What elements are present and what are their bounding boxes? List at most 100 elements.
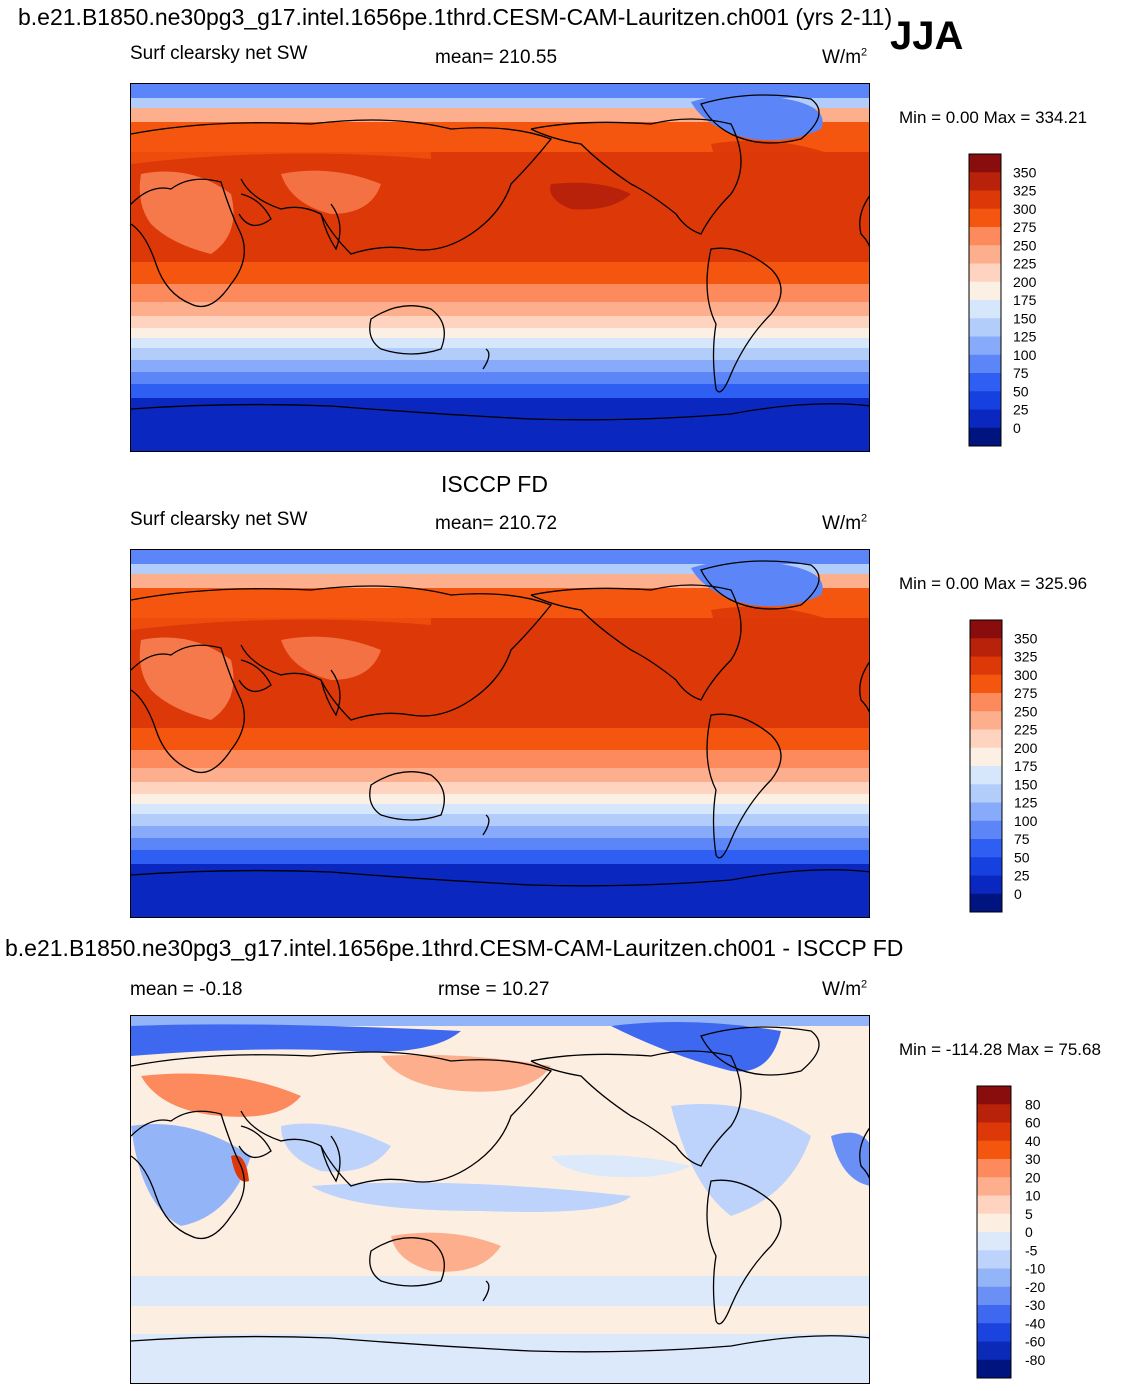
panel2-minmax: Min = 0.00 Max = 325.96: [899, 574, 1088, 593]
colorbar-swatch: [969, 263, 1001, 283]
colorbar-swatch: [969, 281, 1001, 301]
coastline: [530, 118, 742, 235]
coastline: [706, 713, 782, 859]
colorbar-tick-label: 350: [1014, 630, 1038, 646]
field-band: [131, 348, 869, 360]
colorbar-tick-label: 75: [1013, 365, 1029, 381]
colorbar-tick-label: 150: [1013, 310, 1037, 326]
panel1-map: [130, 83, 870, 452]
colorbar-tick-label: 75: [1014, 831, 1030, 847]
colorbar-swatch: [977, 1140, 1011, 1160]
field-band: [131, 782, 869, 794]
colorbar-tick-label: 175: [1014, 758, 1038, 774]
field-band: [131, 316, 869, 328]
colorbar-tick-label: 175: [1013, 292, 1037, 308]
colorbar-swatch: [970, 802, 1002, 822]
colorbar-tick-label: 50: [1013, 383, 1029, 399]
colorbar-swatch: [969, 208, 1001, 228]
colorbar-swatch: [970, 711, 1002, 730]
field-band: [131, 826, 869, 838]
field-band: [131, 302, 869, 316]
coastline: [131, 178, 245, 308]
field-patch: [671, 1104, 811, 1216]
field-band: [131, 804, 869, 814]
field-patch: [131, 132, 431, 164]
colorbar-tick-label: 5: [1025, 1206, 1033, 1222]
coastline: [706, 1179, 782, 1325]
field-band: [131, 850, 869, 864]
colorbar-swatch: [977, 1359, 1011, 1379]
field-band: [131, 398, 869, 451]
field-patch: [281, 636, 381, 680]
colorbar-tick-label: 225: [1013, 256, 1037, 272]
field-band: [131, 98, 869, 108]
colorbar-tick-label: -30: [1025, 1297, 1045, 1313]
coastline: [131, 1051, 553, 1187]
colorbar-tick-label: 60: [1025, 1115, 1041, 1131]
coastline: [859, 661, 869, 713]
colorbar-swatch: [977, 1341, 1011, 1361]
colorbar-swatch: [970, 674, 1002, 694]
colorbar-tick-label: 300: [1013, 201, 1037, 217]
panel1-variable: Surf clearsky net SW: [130, 43, 308, 64]
field-patch: [139, 637, 234, 720]
coastline: [700, 1026, 820, 1076]
colorbar-tick-label: 275: [1013, 219, 1037, 235]
colorbar-tick-label: 300: [1014, 667, 1038, 683]
colorbar-swatch: [970, 784, 1002, 803]
coastline: [369, 305, 445, 355]
colorbar-swatch: [969, 245, 1001, 264]
colorbar-tick-label: 350: [1013, 164, 1037, 180]
field-band: [131, 338, 869, 348]
panel3-rmse: rmse = 10.27: [438, 979, 550, 1000]
coastline: [482, 1280, 490, 1302]
colorbar-frame: [969, 619, 1003, 913]
field-patch: [711, 606, 869, 722]
colorbar-swatch: [970, 893, 1002, 913]
colorbar-swatch: [969, 409, 1001, 429]
colorbar-swatch: [969, 391, 1001, 410]
colorbar-swatch: [977, 1086, 1011, 1105]
field-band: [131, 1334, 869, 1383]
panel2-variable: Surf clearsky net SW: [130, 509, 308, 530]
colorbar-swatch: [970, 820, 1002, 840]
panel2-mean: mean= 210.72: [435, 513, 558, 534]
panel2-map-svg: [131, 550, 869, 917]
coastline: [369, 771, 445, 821]
colorbar-tick-label: 10: [1025, 1188, 1041, 1204]
colorbar-tick-label: 50: [1014, 849, 1030, 865]
coastline: [369, 1237, 445, 1287]
coastline: [320, 1135, 341, 1183]
panel3-minmax: Min = -114.28 Max = 75.68: [899, 1040, 1101, 1059]
colorbar-swatch: [969, 190, 1001, 210]
coastline: [238, 193, 272, 226]
colorbar-swatch: [977, 1177, 1011, 1196]
field-band: [131, 838, 869, 850]
coastline: [320, 203, 341, 251]
field-patch: [141, 1073, 301, 1117]
colorbar-swatch: [970, 656, 1002, 676]
colorbar-swatch: [970, 638, 1002, 657]
colorbar-tick-label: -40: [1025, 1315, 1045, 1331]
colorbar-tick-label: 80: [1025, 1096, 1041, 1112]
coastline: [131, 1110, 245, 1240]
colorbar-swatch: [970, 875, 1002, 895]
coastline: [700, 94, 820, 144]
coastline: [131, 585, 553, 721]
field-band: [131, 262, 869, 284]
colorbar-tick-label: 225: [1014, 722, 1038, 738]
field-patch: [550, 182, 631, 210]
colorbar-swatch: [977, 1323, 1011, 1342]
colorbar-tick-label: -10: [1025, 1261, 1045, 1277]
coastline: [320, 669, 341, 717]
colorbar-tick-label: -20: [1025, 1279, 1045, 1295]
colorbar-tick-label: 20: [1025, 1169, 1041, 1185]
colorbar-tick-label: 30: [1025, 1151, 1041, 1167]
coastline: [131, 1335, 869, 1353]
field-patch: [231, 1155, 249, 1182]
colorbar-tick-label: 125: [1013, 329, 1037, 345]
season-label: JJA: [890, 14, 964, 58]
field-patch: [691, 560, 823, 607]
colorbar-swatch: [970, 620, 1002, 639]
colorbar-frame: [968, 153, 1002, 447]
